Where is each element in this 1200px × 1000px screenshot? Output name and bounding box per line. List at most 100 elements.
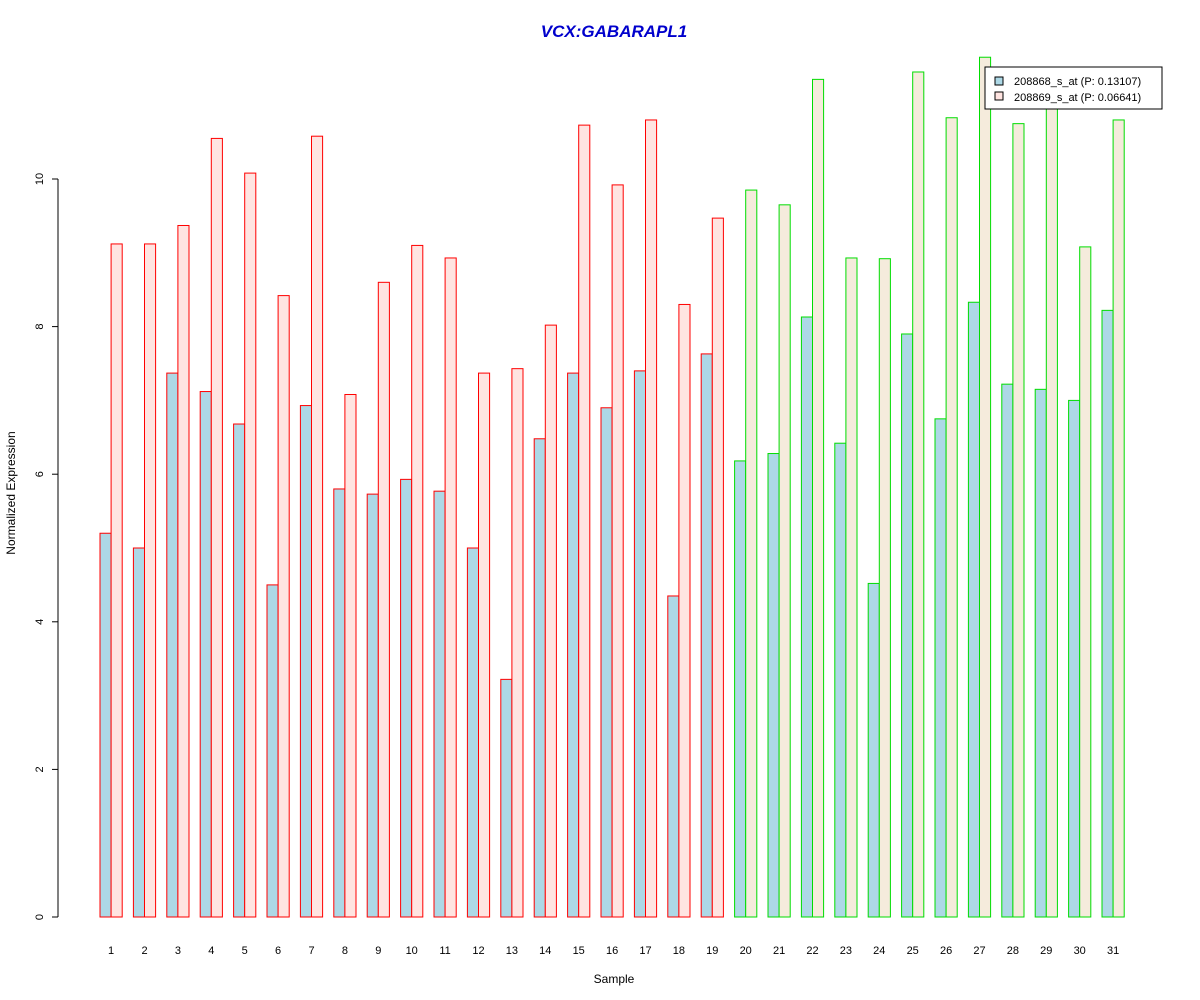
bar-series-1-sample-13 — [500, 678, 513, 918]
y-axis: 0 2 4 6 8 10 — [34, 173, 59, 920]
bars-layer — [99, 56, 1125, 918]
bar-series-1-sample-10 — [400, 478, 413, 918]
bar-series-2-sample-3 — [177, 224, 190, 918]
bar-series-1-sample-12 — [466, 547, 479, 918]
bar-series-2-sample-24 — [878, 258, 891, 918]
bar-series-1-sample-7 — [299, 405, 312, 918]
bar-series-2-sample-17 — [645, 119, 658, 918]
legend-swatch-series-1 — [994, 76, 1004, 86]
x-axis-tick-label: 20 — [740, 945, 752, 957]
x-axis-tick-label: 7 — [308, 945, 314, 957]
bar-series-2-sample-23 — [845, 257, 858, 918]
x-axis-tick-label: 6 — [275, 945, 281, 957]
x-axis-tick-labels: 1 2 3 4 5 6 7 8 9 10 11 12 13 14 15 16 17 18 19 20 21 22 23 24 2… — [108, 945, 1119, 957]
x-axis-tick-label: 2 — [141, 945, 147, 957]
y-axis-label: Normalized Expression — [4, 431, 18, 554]
legend: 208868_s_at (P: 0.13107) 208869_s_at (P:… — [984, 66, 1163, 110]
bar-series-1-sample-19 — [700, 353, 713, 918]
bar-series-1-sample-2 — [132, 547, 145, 918]
x-axis-tick-label: 12 — [472, 945, 484, 957]
bar-series-1-sample-4 — [199, 391, 212, 918]
bar-series-1-sample-18 — [667, 595, 680, 918]
bar-series-1-sample-22 — [800, 316, 814, 918]
bar-series-1-sample-20 — [734, 460, 747, 918]
x-axis-tick-label: 27 — [973, 945, 985, 957]
y-axis-tick-label: 10 — [34, 173, 46, 185]
x-axis-tick-label: 15 — [573, 945, 585, 957]
x-axis-tick-label: 31 — [1107, 945, 1119, 957]
x-axis-tick-label: 22 — [806, 945, 818, 957]
x-axis-tick-label: 25 — [907, 945, 919, 957]
chart-title: VCX:GABARAPL1 — [541, 22, 687, 41]
bar-series-1-sample-15 — [567, 372, 580, 918]
y-axis-tick-label: 2 — [34, 766, 46, 772]
bar-series-2-sample-13 — [511, 368, 524, 918]
x-axis-tick-label: 14 — [539, 945, 551, 957]
x-axis-tick-label: 3 — [175, 945, 181, 957]
x-axis-tick-label: 29 — [1040, 945, 1052, 957]
legend-swatch-series-2 — [994, 91, 1004, 101]
bar-series-1-sample-5 — [233, 423, 246, 918]
y-axis-tick-label: 8 — [34, 324, 46, 330]
bar-series-1-sample-9 — [366, 493, 379, 918]
bar-series-2-sample-11 — [444, 257, 457, 918]
bar-series-1-sample-6 — [266, 584, 279, 918]
legend-box — [984, 66, 1163, 110]
bar-series-2-sample-9 — [377, 281, 390, 918]
bar-series-1-sample-8 — [333, 488, 346, 918]
y-axis-tick-label: 0 — [34, 914, 46, 920]
bar-series-2-sample-15 — [578, 124, 591, 918]
bar-series-2-sample-19 — [711, 217, 724, 918]
y-axis-tick-label: 4 — [34, 619, 46, 625]
x-axis-tick-label: 21 — [773, 945, 785, 957]
bar-series-1-sample-25 — [901, 333, 914, 918]
bar-series-1-sample-11 — [433, 490, 446, 918]
bar-series-2-sample-7 — [311, 135, 324, 918]
bar-series-2-sample-18 — [678, 303, 691, 918]
x-axis-tick-label: 10 — [406, 945, 418, 957]
bar-series-2-sample-28 — [1012, 123, 1025, 918]
bar-series-1-sample-21 — [767, 453, 780, 918]
x-axis-tick-label: 5 — [242, 945, 248, 957]
bar-series-1-sample-3 — [166, 372, 179, 918]
bar-series-2-sample-4 — [210, 137, 223, 918]
bar-series-2-sample-30 — [1079, 246, 1092, 918]
bar-series-2-sample-16 — [611, 184, 624, 918]
bar-series-1-sample-27 — [967, 301, 981, 918]
bar-series-1-sample-31 — [1101, 309, 1114, 918]
x-axis-label: Sample — [594, 972, 635, 986]
bar-series-2-sample-2 — [144, 243, 157, 918]
x-axis-tick-label: 13 — [506, 945, 518, 957]
bar-series-2-sample-8 — [344, 393, 357, 918]
x-axis-tick-label: 18 — [673, 945, 685, 957]
bar-series-2-sample-29 — [1045, 104, 1058, 918]
bar-series-2-sample-20 — [745, 189, 758, 918]
bar-series-2-sample-26 — [945, 117, 958, 918]
bar-series-1-sample-26 — [934, 418, 947, 918]
bar-series-2-sample-27 — [979, 56, 992, 918]
bar-series-2-sample-25 — [912, 71, 925, 918]
bar-series-2-sample-31 — [1112, 119, 1125, 918]
x-axis-tick-label: 4 — [208, 945, 214, 957]
bar-series-1-sample-14 — [533, 438, 546, 918]
bar-series-2-sample-21 — [778, 204, 791, 918]
x-axis-tick-label: 19 — [706, 945, 718, 957]
bar-series-2-sample-6 — [277, 295, 290, 918]
x-axis-tick-label: 26 — [940, 945, 952, 957]
legend-label-series-1: 208868_s_at (P: 0.13107) — [1014, 76, 1141, 88]
x-axis-tick-label: 8 — [342, 945, 348, 957]
x-axis-tick-label: 16 — [606, 945, 618, 957]
legend-label-series-2: 208869_s_at (P: 0.06641) — [1014, 92, 1141, 104]
bar-series-1-sample-30 — [1068, 399, 1081, 918]
bar-series-1-sample-17 — [633, 370, 647, 918]
bar-series-2-sample-14 — [544, 324, 557, 918]
bar-series-1-sample-28 — [1001, 383, 1014, 918]
x-axis-tick-label: 9 — [375, 945, 381, 957]
x-axis-tick-label: 1 — [108, 945, 114, 957]
bar-series-1-sample-24 — [867, 582, 880, 918]
bar-series-2-sample-10 — [411, 244, 424, 918]
bar-series-1-sample-23 — [834, 442, 847, 918]
x-axis-tick-label: 28 — [1007, 945, 1019, 957]
